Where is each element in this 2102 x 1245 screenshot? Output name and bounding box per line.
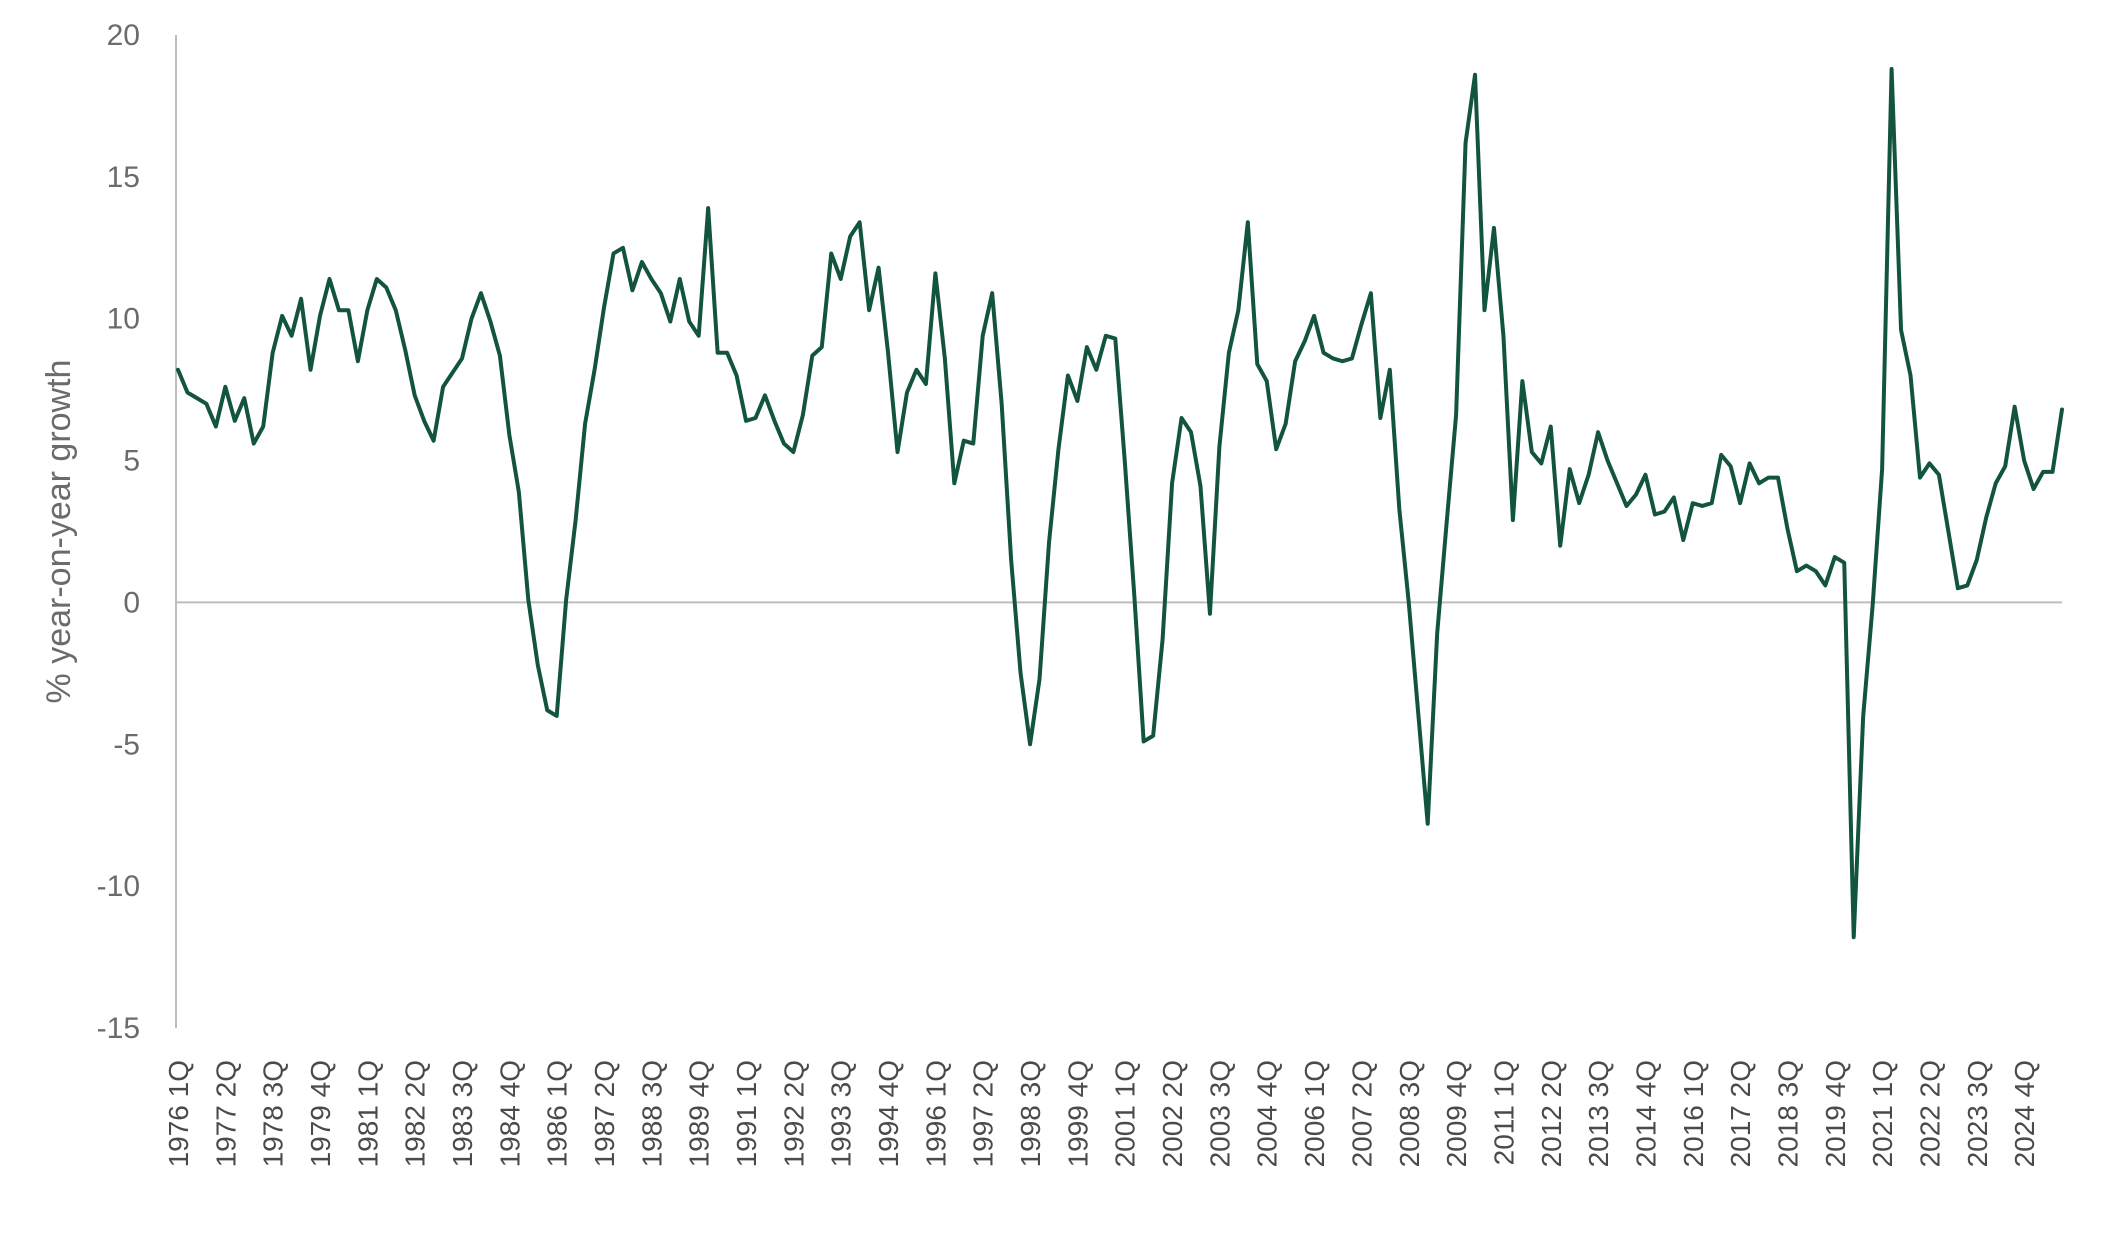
x-tick-label: 2009 4Q	[1441, 1060, 1472, 1167]
x-tick-label: 1996 1Q	[920, 1060, 951, 1167]
x-tick-label: 2014 4Q	[1630, 1060, 1661, 1167]
x-tick-label: 2013 3Q	[1583, 1060, 1614, 1167]
x-tick-label: 1979 4Q	[305, 1060, 336, 1167]
x-tick-label: 2022 2Q	[1914, 1060, 1945, 1167]
x-tick-label: 1984 4Q	[494, 1060, 525, 1167]
x-tick-label: 1977 2Q	[210, 1060, 241, 1167]
y-axis-title: % year-on-year growth	[40, 360, 78, 704]
x-tick-label: 1982 2Q	[400, 1060, 431, 1167]
y-tick-label: 5	[123, 445, 140, 478]
y-axis-ticks: 20 15 10 5 0 -5 -10 -15	[97, 19, 140, 1045]
x-tick-label: 1981 1Q	[352, 1060, 383, 1167]
x-tick-label: 2019 4Q	[1820, 1060, 1851, 1167]
y-tick-label: -5	[113, 728, 140, 761]
x-tick-label: 1999 4Q	[1062, 1060, 1093, 1167]
y-tick-label: 10	[107, 303, 140, 336]
x-tick-label: 2016 1Q	[1678, 1060, 1709, 1167]
y-tick-label: 0	[123, 586, 140, 619]
y-tick-label: 15	[107, 161, 140, 194]
x-tick-label: 1986 1Q	[542, 1060, 573, 1167]
x-tick-label: 1983 3Q	[447, 1060, 478, 1167]
series-line	[176, 67, 2064, 940]
x-tick-label: 2024 4Q	[2009, 1060, 2040, 1167]
x-tick-label: 2007 2Q	[1346, 1060, 1377, 1167]
series-lines	[176, 67, 2064, 940]
x-tick-label: 2003 3Q	[1204, 1060, 1235, 1167]
x-tick-label: 2018 3Q	[1772, 1060, 1803, 1167]
x-tick-label: 1989 4Q	[684, 1060, 715, 1167]
x-tick-label: 1997 2Q	[968, 1060, 999, 1167]
x-tick-label: 2002 2Q	[1157, 1060, 1188, 1167]
x-tick-label: 2023 3Q	[1962, 1060, 1993, 1167]
y-tick-label: -15	[97, 1012, 140, 1045]
x-tick-label: 2008 3Q	[1394, 1060, 1425, 1167]
x-tick-label: 1998 3Q	[1015, 1060, 1046, 1167]
x-tick-label: 1991 1Q	[731, 1060, 762, 1167]
y-tick-label: 20	[107, 19, 140, 52]
x-tick-label: 2012 2Q	[1536, 1060, 1567, 1167]
x-tick-label: 1993 3Q	[826, 1060, 857, 1167]
x-tick-label: 1994 4Q	[873, 1060, 904, 1167]
x-tick-label: 2021 1Q	[1867, 1060, 1898, 1167]
x-tick-label: 1987 2Q	[589, 1060, 620, 1167]
x-tick-label: 1992 2Q	[778, 1060, 809, 1167]
x-tick-label: 1978 3Q	[258, 1060, 289, 1167]
x-tick-label: 2001 1Q	[1110, 1060, 1141, 1167]
y-tick-label: -10	[97, 870, 140, 903]
x-tick-label: 2011 1Q	[1488, 1060, 1519, 1165]
x-tick-label: 2004 4Q	[1252, 1060, 1283, 1167]
x-tick-label: 1976 1Q	[163, 1060, 194, 1167]
x-tick-label: 2006 1Q	[1299, 1060, 1330, 1167]
x-tick-label: 2017 2Q	[1725, 1060, 1756, 1167]
x-tick-label: 1988 3Q	[636, 1060, 667, 1167]
x-axis-ticks: 1976 1Q 1977 2Q 1978 3Q 1979 4Q 1981 1Q 1982 …	[163, 1060, 2040, 1167]
